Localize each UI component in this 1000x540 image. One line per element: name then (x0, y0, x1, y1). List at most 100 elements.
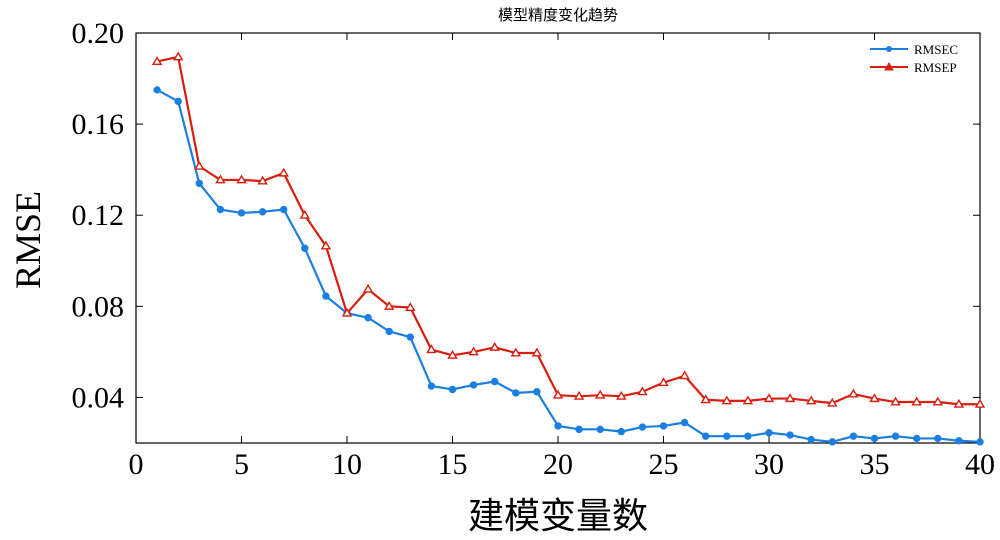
data-point-rmsep (383, 300, 395, 310)
data-point-rmsep (890, 396, 901, 406)
data-point-rmsep (784, 393, 796, 403)
data-point-rmsec (364, 314, 372, 322)
data-point-rmsep (405, 302, 416, 311)
data-point-rmsec (786, 431, 794, 439)
data-point-rmsec (934, 434, 942, 443)
y-tick-label: 0.20 (72, 17, 125, 50)
y-tick-label: 0.08 (72, 290, 125, 323)
data-point-rmsep (299, 209, 311, 219)
data-point-rmsep (531, 347, 543, 357)
chart-title: 模型精度变化趋势 (498, 6, 618, 24)
data-point-rmsec (976, 438, 984, 446)
legend-label-rmsep: RMSEP (914, 60, 957, 75)
data-point-rmsep (594, 389, 606, 399)
data-point-rmsep (974, 398, 986, 408)
x-tick-label: 35 (860, 448, 890, 481)
data-point-rmsec (828, 438, 836, 446)
data-point-rmsep (637, 386, 648, 396)
data-point-rmsec (638, 423, 647, 431)
data-point-rmsep (151, 56, 163, 65)
data-point-rmsep (341, 307, 353, 317)
legend: RMSEC RMSEP (870, 42, 958, 75)
x-tick-label: 0 (129, 448, 144, 481)
data-point-rmsec (533, 388, 541, 396)
data-point-rmsec (870, 434, 879, 443)
data-point-rmsec (322, 292, 330, 300)
data-point-rmsep (827, 397, 838, 407)
data-point-rmsep (805, 395, 817, 405)
data-point-rmsep (763, 393, 775, 403)
data-point-rmsep (616, 390, 627, 400)
x-tick-label: 15 (438, 448, 468, 481)
y-tick-label: 0.16 (72, 108, 125, 141)
data-point-rmsep (215, 174, 226, 184)
data-point-rmsep (742, 395, 754, 405)
y-tick-label: 0.12 (72, 199, 125, 232)
data-point-rmsep (194, 160, 205, 170)
data-point-rmsep (721, 395, 733, 405)
data-point-rmsep (552, 389, 564, 399)
series-line-rmsep (156, 55, 980, 406)
data-point-rmsep (362, 283, 374, 293)
data-point-rmsec (301, 244, 309, 252)
data-point-rmsec (427, 382, 436, 390)
data-point-rmsec (448, 385, 457, 394)
data-point-rmsep (911, 396, 922, 406)
x-axis-title: 建模变量数 (468, 496, 648, 536)
data-point-rmsec (174, 97, 182, 106)
data-point-rmsec (258, 208, 267, 216)
data-point-rmsec (680, 418, 689, 427)
data-point-rmsep (257, 175, 268, 185)
x-tick-label: 30 (754, 448, 784, 481)
data-point-rmsec (554, 422, 562, 430)
data-point-rmsec (153, 86, 161, 94)
data-point-rmsep (932, 396, 944, 406)
data-point-rmsec (491, 377, 499, 386)
data-point-rmsep (320, 240, 332, 250)
data-point-rmsec (723, 432, 731, 440)
data-point-rmsep (953, 398, 965, 408)
x-tick-label: 5 (234, 448, 249, 481)
data-point-rmsec (596, 425, 604, 434)
data-point-rmsep (679, 370, 690, 380)
x-tick-label: 10 (332, 448, 362, 481)
x-tick-label: 20 (543, 448, 573, 481)
data-point-rmsep (447, 349, 458, 359)
data-point-rmsec (575, 425, 583, 434)
data-point-rmsep (869, 393, 880, 403)
data-point-rmsec (891, 432, 900, 440)
legend-marker-rmsep (884, 61, 894, 71)
data-point-rmsep (510, 347, 522, 357)
data-point-rmsec (406, 333, 414, 341)
data-point-rmsep (658, 377, 669, 387)
series-line-rmsec (156, 88, 981, 443)
data-point-rmsec (744, 432, 752, 440)
data-point-rmsep (172, 51, 184, 61)
data-point-rmsec (385, 327, 393, 336)
data-point-rmsep (700, 394, 711, 404)
data-point-rmsec (913, 434, 921, 443)
data-point-rmsec (512, 389, 520, 397)
legend-label-rmsec: RMSEC (914, 42, 958, 57)
data-point-rmsep (278, 167, 289, 177)
data-point-rmsep (426, 344, 437, 354)
data-point-rmsec (237, 209, 246, 217)
data-point-rmsec (195, 179, 204, 188)
data-point-rmsec (659, 422, 668, 430)
data-point-rmsep (236, 174, 247, 184)
data-point-rmsep (573, 390, 585, 400)
x-tick-label: 25 (649, 448, 679, 481)
data-point-rmsep (468, 346, 479, 356)
y-tick-label: 0.04 (72, 381, 125, 414)
data-point-rmsec (849, 432, 858, 440)
data-point-rmsec (469, 381, 478, 389)
data-point-rmsec (955, 437, 963, 445)
x-tick-label: 40 (965, 448, 995, 481)
legend-marker-rmsec (886, 46, 892, 52)
data-point-rmsec (765, 429, 773, 437)
data-point-rmsep (848, 388, 859, 398)
data-point-rmsec (216, 205, 225, 214)
y-axis-title: RMSE (8, 191, 48, 289)
plot-area: 0 5 10 15 20 25 30 35 40 0.04 0.08 0.12 0.16 0.20 (72, 17, 996, 481)
